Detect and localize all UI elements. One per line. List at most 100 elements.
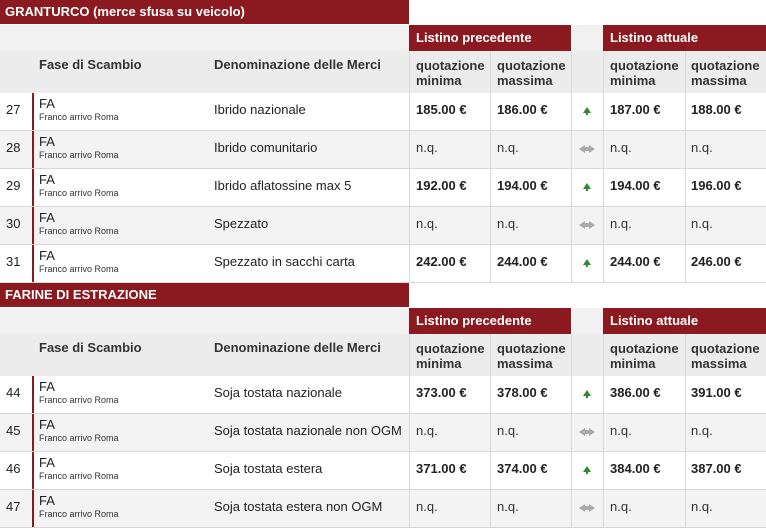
curr-max-value: n.q. (691, 140, 713, 155)
curr-min-value: n.q. (610, 423, 632, 438)
table-row: 47 FA Franco arrivo Roma Soja tostata ester… (0, 490, 766, 528)
row-accent-bar (32, 169, 34, 206)
col-header-quotazione-minima: quotazione minima (416, 334, 491, 376)
section-title: FARINE DI ESTRAZIONE (0, 283, 409, 310)
col-header-fase: Fase di Scambio (39, 340, 142, 355)
col-header-line2: minima (416, 356, 462, 371)
row-number: 30 (6, 216, 21, 231)
col-header-quotazione-massima: quotazione massima (497, 334, 572, 376)
col-header-line2: minima (610, 73, 656, 88)
equal-arrows-icon (579, 504, 595, 512)
equal-arrows-icon (579, 428, 595, 436)
fase-code: FA (39, 417, 55, 432)
prev-max-value: 378.00 € (497, 385, 548, 400)
merce-name: Spezzato (214, 216, 269, 231)
col-header-quotazione-minima: quotazione minima (610, 51, 685, 93)
column-divider (685, 334, 686, 528)
row-number: 45 (6, 423, 21, 438)
fase-description: Franco arrivo Roma (39, 226, 119, 236)
col-header-quotazione-massima: quotazione massima (691, 51, 766, 93)
table-row: 27 FA Franco arrivo Roma Ibrido nazionale 18… (0, 93, 766, 131)
prev-min-value: 242.00 € (416, 254, 467, 269)
curr-max-value: n.q. (691, 216, 713, 231)
col-header-line2: massima (497, 73, 553, 88)
fase-code: FA (39, 172, 55, 187)
row-accent-bar (32, 414, 34, 451)
row-number: 47 (6, 499, 21, 514)
fase-description: Franco arrivo Roma (39, 188, 119, 198)
fase-cell: FA Franco arrivo Roma (39, 455, 209, 482)
fase-code: FA (39, 493, 55, 508)
trend-cell (571, 462, 603, 477)
row-number: 46 (6, 461, 21, 476)
equal-arrows-icon (579, 221, 595, 229)
row-accent-bar (32, 207, 34, 244)
col-header-quotazione-massima: quotazione massima (691, 334, 766, 376)
fase-description: Franco arrivo Roma (39, 433, 119, 443)
fase-code: FA (39, 210, 55, 225)
trend-cell (571, 386, 603, 401)
trend-cell (571, 500, 603, 515)
row-number: 28 (6, 140, 21, 155)
column-divider (571, 51, 572, 283)
curr-max-value: n.q. (691, 423, 713, 438)
curr-max-value: 188.00 € (691, 102, 742, 117)
curr-min-value: 386.00 € (610, 385, 661, 400)
header-gap (571, 308, 603, 334)
table-row: 30 FA Franco arrivo Roma Spezzato n.q. n.q. n.… (0, 207, 766, 245)
curr-min-value: n.q. (610, 216, 632, 231)
trend-cell (571, 103, 603, 118)
trend-cell (571, 255, 603, 270)
col-header-line1: quotazione (691, 341, 760, 356)
prev-max-value: 194.00 € (497, 178, 548, 193)
prev-max-value: n.q. (497, 216, 519, 231)
column-header-row: Fase di Scambio Denominazione delle Merci… (0, 51, 766, 93)
col-header-denominazione: Denominazione delle Merci (214, 57, 381, 72)
column-divider (490, 334, 491, 528)
col-header-quotazione-minima: quotazione minima (610, 334, 685, 376)
fase-cell: FA Franco arrivo Roma (39, 210, 209, 237)
fase-description: Franco arrivo Roma (39, 509, 119, 519)
merce-name: Spezzato in sacchi carta (214, 254, 355, 269)
curr-max-value: 246.00 € (691, 254, 742, 269)
listino-attuale-header: Listino attuale (603, 308, 766, 334)
listino-precedente-header: Listino precedente (409, 308, 571, 334)
up-arrow-icon (583, 107, 591, 115)
equal-arrows-icon (579, 145, 595, 153)
column-divider (409, 334, 410, 528)
fase-description: Franco arrivo Roma (39, 395, 119, 405)
col-header-line2: massima (691, 356, 747, 371)
fase-code: FA (39, 455, 55, 470)
column-header-row: Fase di Scambio Denominazione delle Merci… (0, 334, 766, 376)
prev-max-value: n.q. (497, 499, 519, 514)
curr-min-value: 384.00 € (610, 461, 661, 476)
merce-name: Ibrido comunitario (214, 140, 318, 155)
col-header-line2: minima (416, 73, 462, 88)
curr-min-value: 187.00 € (610, 102, 661, 117)
trend-cell (571, 141, 603, 156)
curr-min-value: n.q. (610, 140, 632, 155)
prev-min-value: n.q. (416, 423, 438, 438)
listino-precedente-header: Listino precedente (409, 25, 571, 51)
fase-description: Franco arrivo Roma (39, 471, 119, 481)
fase-code: FA (39, 248, 55, 263)
prev-min-value: n.q. (416, 499, 438, 514)
fase-description: Franco arrivo Roma (39, 112, 119, 122)
fase-cell: FA Franco arrivo Roma (39, 172, 209, 199)
merce-name: Ibrido nazionale (214, 102, 306, 117)
header-blank (0, 308, 409, 334)
table-row: 28 FA Franco arrivo Roma Ibrido comunitario… (0, 131, 766, 169)
curr-max-value: 387.00 € (691, 461, 742, 476)
prev-min-value: 373.00 € (416, 385, 467, 400)
fase-code: FA (39, 134, 55, 149)
col-header-line2: massima (497, 356, 553, 371)
trend-cell (571, 424, 603, 439)
col-header-quotazione-minima: quotazione minima (416, 51, 491, 93)
curr-max-value: n.q. (691, 499, 713, 514)
up-arrow-icon (583, 259, 591, 267)
col-header-line1: quotazione (497, 341, 566, 356)
col-header-line1: quotazione (497, 58, 566, 73)
column-divider (603, 334, 604, 528)
prev-min-value: 371.00 € (416, 461, 467, 476)
col-header-fase: Fase di Scambio (39, 57, 142, 72)
